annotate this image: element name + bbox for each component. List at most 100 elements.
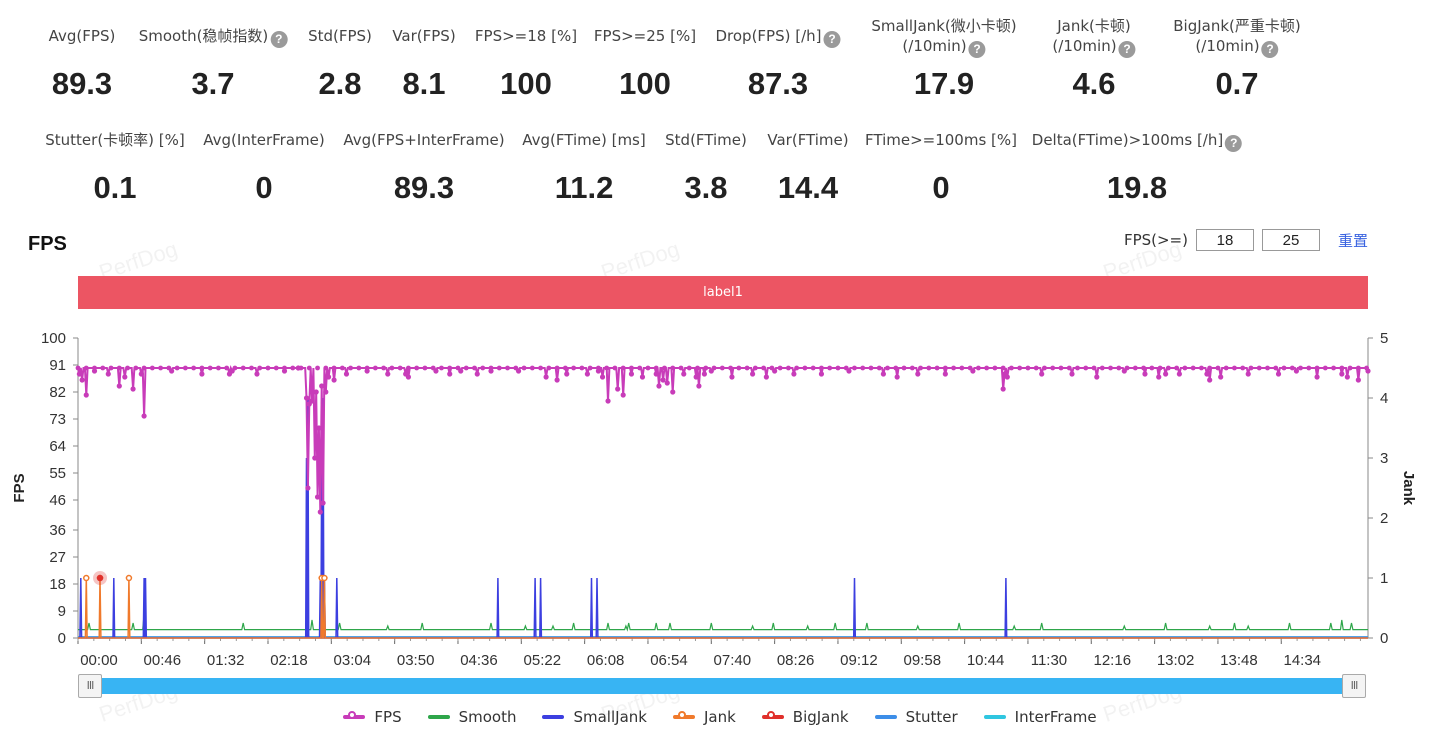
fps-point <box>1142 371 1148 377</box>
slider-handle-right[interactable]: III <box>1342 674 1366 698</box>
fps-point <box>620 365 626 371</box>
fps-point <box>1355 365 1361 371</box>
fps-point <box>323 365 329 371</box>
fps-threshold-high-input[interactable] <box>1261 229 1320 251</box>
fps-point <box>1355 377 1361 383</box>
fps-point <box>827 365 833 371</box>
fps-point <box>199 365 205 371</box>
fps-point <box>474 371 480 377</box>
fps-point <box>364 365 370 371</box>
fps-point <box>1149 365 1155 371</box>
fps-point <box>1069 371 1075 377</box>
y2-axis-title: Jank <box>1400 471 1417 506</box>
fps-point <box>372 365 378 371</box>
fps-point <box>381 365 387 371</box>
help-icon[interactable]: ? <box>968 41 986 58</box>
fps-point <box>835 365 841 371</box>
y-tick-label: 64 <box>49 438 66 455</box>
label-bar[interactable]: label1 <box>78 276 1368 309</box>
legend-label: Stutter <box>905 708 958 726</box>
fps-point <box>664 380 670 386</box>
fps-point <box>1075 365 1080 371</box>
fps-point <box>951 365 957 371</box>
stat-r2-6: FTime>=100ms [%] 0 <box>865 130 1017 205</box>
stat-r1-5: FPS>=25 [%] 100 <box>594 26 696 101</box>
fps-point <box>224 365 230 371</box>
fps-point <box>728 365 733 371</box>
stat-r2-3: Avg(FTime) [ms] 11.2 <box>522 130 645 205</box>
help-icon[interactable]: ? <box>1261 41 1279 58</box>
stat-label: Std(FTime) <box>665 131 747 149</box>
stat-label: FPS>=18 [%] <box>474 27 578 45</box>
fps-point <box>331 377 337 383</box>
legend-item-jank[interactable]: Jank <box>672 708 736 726</box>
legend-label: Smooth <box>458 708 517 726</box>
fps-point <box>564 371 570 377</box>
stat-value: 4.6 <box>1072 66 1116 101</box>
legend-item-smooth[interactable]: Smooth <box>427 708 517 726</box>
legend-item-stutter[interactable]: Stutter <box>874 708 958 726</box>
fps-point <box>1091 365 1097 371</box>
y-tick-label: 18 <box>49 576 66 593</box>
legend-swatch-icon <box>542 715 565 719</box>
fps-point <box>521 365 527 371</box>
stat-label: Smooth(稳帧指数) <box>138 27 269 45</box>
fps-point <box>529 365 535 371</box>
fps-point <box>868 365 874 371</box>
stat-value: 19.8 <box>1106 170 1168 205</box>
fps-point <box>693 374 699 380</box>
fps-point <box>174 365 180 371</box>
x-tick-label: 03:50 <box>397 652 435 669</box>
fps-point <box>138 371 144 377</box>
fps-point <box>1331 365 1336 371</box>
slider-handle-left[interactable]: III <box>78 674 102 698</box>
stat-label: Var(FTime) <box>767 131 849 149</box>
reset-button[interactable]: 重置 <box>1337 231 1368 250</box>
chart-legend: FPS Smooth SmallJank Jank BigJank Stutter Inte… <box>0 708 1440 726</box>
help-icon[interactable]: ? <box>823 31 841 48</box>
fps-point <box>604 365 610 371</box>
legend-item-fps[interactable]: FPS <box>343 708 402 726</box>
stat-label: Avg(InterFrame) <box>203 131 325 149</box>
fps-point <box>125 365 130 371</box>
stat-label: Stutter(卡顿率) [%] <box>45 131 185 149</box>
fps-point <box>303 395 310 401</box>
stat-label: Std(FPS) <box>308 27 372 45</box>
fps-point <box>686 365 692 371</box>
x-tick-label: 05:22 <box>524 652 562 669</box>
fps-point <box>149 365 155 371</box>
stat-r2-0: Stutter(卡顿率) [%] 0.1 <box>45 130 185 205</box>
fps-point <box>439 365 444 371</box>
stat-r2-2: Avg(FPS+InterFrame) 89.3 <box>343 130 504 205</box>
fps-point <box>314 494 321 500</box>
help-icon[interactable]: ? <box>270 31 288 48</box>
legend-item-smalljank[interactable]: SmallJank <box>542 708 647 726</box>
legend-label: Jank <box>703 708 736 726</box>
legend-item-bigjank[interactable]: BigJank <box>761 708 849 726</box>
legend-item-interframe[interactable]: InterFrame <box>983 708 1097 726</box>
x-tick-label: 01:32 <box>207 652 245 669</box>
fps-point <box>1314 365 1320 371</box>
help-icon[interactable]: ? <box>1225 135 1243 152</box>
fps-point <box>76 371 82 377</box>
fps-point <box>554 377 560 383</box>
fps-chart[interactable]: 0 9 18 27 36 46 55 64 73 82 91 100 0 1 2 3 4 5 00:00 00:46 0… <box>0 320 1440 670</box>
stat-value: 100 <box>500 66 552 101</box>
fps-point <box>942 371 948 377</box>
fps-point <box>628 371 635 377</box>
fps-point <box>1066 365 1072 371</box>
fps-point <box>1199 365 1204 371</box>
legend-swatch-icon <box>427 715 450 719</box>
fps-point <box>612 365 618 371</box>
time-range-slider[interactable]: III III <box>78 674 1366 698</box>
help-icon[interactable]: ? <box>1118 41 1136 58</box>
fps-point <box>1099 365 1105 371</box>
fps-point <box>670 365 676 371</box>
fps-point <box>703 365 709 371</box>
fps-threshold-low-input[interactable] <box>1195 229 1254 251</box>
fps-point <box>298 365 304 371</box>
fps-point <box>1000 386 1006 392</box>
slider-range-fill[interactable] <box>90 678 1354 694</box>
fps-point <box>1058 365 1064 371</box>
stat-r2-1: Avg(InterFrame) 0 <box>203 130 325 205</box>
